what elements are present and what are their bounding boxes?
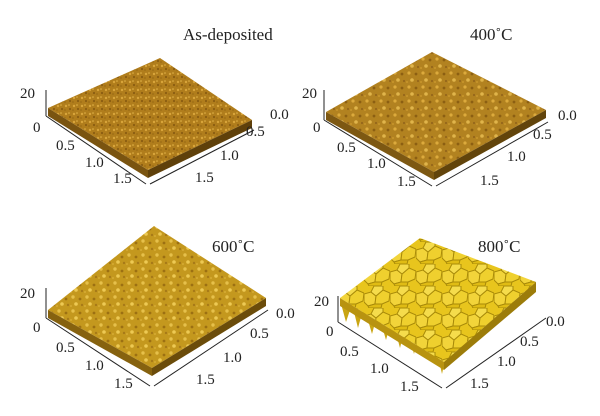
afm-surface-side-left [340, 298, 444, 370]
z-tick: 20 [20, 86, 35, 102]
z-tick: 20 [20, 286, 35, 302]
left-axis-tick: 0.5 [337, 140, 356, 156]
right-axis-tick: 0.0 [546, 314, 565, 330]
left-axis-tick: 0.5 [56, 340, 75, 356]
afm-surface [48, 58, 252, 170]
right-axis-tick: 1.5 [480, 173, 499, 189]
left-axis-tick: 0.5 [340, 344, 359, 360]
z-tick: 20 [314, 294, 329, 310]
right-axis-tick: 0.5 [520, 334, 539, 350]
left-axis-tick: 0.5 [56, 138, 75, 154]
afm-surface-side-right [148, 120, 252, 178]
left-axis-tick: 0 [33, 320, 41, 336]
left-axis-tick: 1.5 [114, 376, 133, 392]
right-axis-tick: 1.5 [195, 170, 214, 186]
afm-surface-side-right [152, 298, 266, 376]
right-axis-tick: 0.0 [558, 108, 577, 124]
left-axis-tick: 1.0 [370, 361, 389, 377]
right-axis-tick: 1.5 [470, 376, 489, 392]
left-axis-tick: 1.0 [367, 156, 386, 172]
right-axis-tick: 0.5 [250, 326, 269, 342]
right-axis-tick: 0.0 [270, 107, 289, 123]
right-axis-tick: 1.0 [507, 149, 526, 165]
left-axis-tick: 1.0 [85, 155, 104, 171]
afm-surface-side-left [48, 108, 148, 178]
left-axis-tick: 0 [326, 324, 334, 340]
panel-label: As-deposited [183, 25, 273, 44]
panel-label: 600˚C [212, 237, 255, 256]
afm-surface-side-left [326, 112, 434, 180]
afm-surface-side-right [444, 282, 536, 370]
panel-label: 800˚C [478, 237, 521, 256]
afm-surface [48, 226, 266, 368]
right-axis-tick: 1.0 [497, 354, 516, 370]
right-axis-tick: 0.5 [246, 124, 265, 140]
z-tick: 20 [302, 86, 317, 102]
right-axis-tick: 1.5 [196, 372, 215, 388]
panel-as-deposited: 20 0 0.5 1.0 1.5 0.0 0.5 1.0 1.5 As-depo… [20, 25, 289, 187]
panel-label: 400˚C [470, 25, 513, 44]
afm-surface-side-left [48, 310, 152, 376]
left-axis-tick: 1.5 [400, 379, 419, 395]
right-axis-tick: 1.0 [223, 350, 242, 366]
panel-600c: 20 0 0.5 1.0 1.5 0.0 0.5 1.0 1.5 600˚C [20, 226, 295, 392]
panel-400c: 20 0 0.5 1.0 1.5 0.0 0.5 1.0 1.5 400˚C [302, 25, 577, 190]
left-axis-tick: 0 [33, 120, 41, 136]
afm-surface-side-right [434, 110, 546, 180]
left-axis-tick: 0 [313, 120, 321, 136]
left-axis-tick: 1.0 [85, 358, 104, 374]
afm-surface [340, 238, 536, 362]
right-axis-tick: 0.0 [276, 306, 295, 322]
afm-surface [326, 52, 546, 172]
right-axis-tick: 0.5 [533, 127, 552, 143]
left-axis-tick: 1.5 [113, 171, 132, 187]
panel-800c: 20 0 0.5 1.0 1.5 0.0 0.5 1.0 1.5 800˚C [314, 237, 565, 395]
right-axis-tick: 1.0 [220, 148, 239, 164]
left-axis-tick: 1.5 [397, 174, 416, 190]
